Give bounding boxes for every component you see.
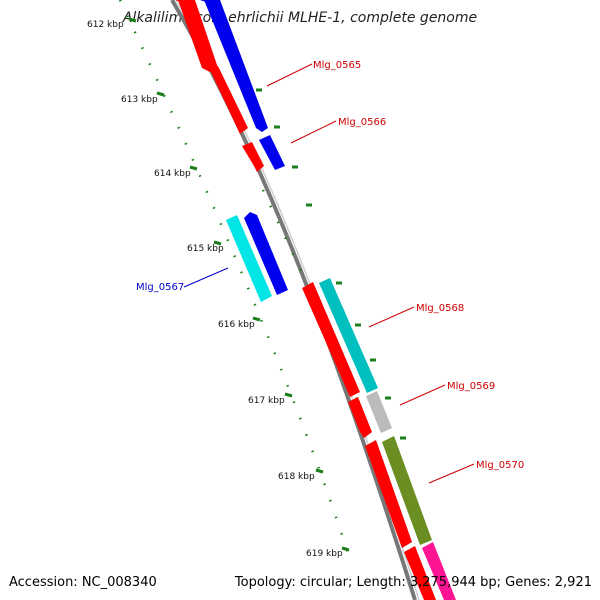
gene-label-mlg-0569: Mlg_0569: [447, 381, 495, 392]
scale-label: 616 kbp: [218, 320, 255, 330]
gene-gray-1: [366, 391, 392, 433]
gene-label-mlg-0570: Mlg_0570: [476, 460, 524, 471]
gene-red-2: [178, 0, 218, 72]
label-leaders: [183, 63, 475, 484]
gene-label-mlg-0565: Mlg_0565: [313, 60, 361, 71]
major-ticks: [128, 17, 406, 552]
scale-labels: 612 kbp 613 kbp 614 kbp 615 kbp 616 kbp …: [87, 20, 343, 559]
gene-red-8: [404, 546, 436, 600]
gene-label-mlg-0567: Mlg_0567: [136, 282, 184, 293]
scale-label: 614 kbp: [154, 169, 191, 179]
scale-label: 612 kbp: [87, 20, 124, 30]
genome-summary: Topology: circular; Length: 3,275,944 bp…: [234, 575, 592, 590]
scale-label: 615 kbp: [187, 244, 224, 254]
gene-blue-2: [204, 0, 268, 132]
gene-pink-1: [422, 542, 456, 600]
gene-red-5: [302, 282, 360, 397]
scale-label: 618 kbp: [278, 472, 315, 482]
gene-red-7: [365, 440, 412, 548]
genome-backbone: [170, 0, 420, 600]
gene-features: [175, 0, 456, 600]
gene-cyan-2: [319, 278, 378, 393]
gene-labels: Mlg_0565 Mlg_0566 Mlg_0567 Mlg_0568 Mlg_…: [136, 60, 524, 471]
accession-label: Accession: NC_008340: [9, 575, 157, 590]
gene-blue-4: [244, 212, 288, 295]
gene-label-mlg-0568: Mlg_0568: [416, 303, 464, 314]
gene-cyan-1: [226, 215, 272, 302]
gene-red-3: [210, 66, 248, 134]
gene-olive-1: [382, 436, 432, 545]
gene-red-6: [348, 397, 372, 438]
scale-label: 617 kbp: [248, 396, 285, 406]
gene-red-4: [242, 142, 264, 172]
scale-label: 613 kbp: [121, 95, 158, 105]
gene-label-mlg-0566: Mlg_0566: [338, 117, 386, 128]
scale-label: 619 kbp: [306, 549, 343, 559]
gene-blue-3: [259, 135, 285, 170]
